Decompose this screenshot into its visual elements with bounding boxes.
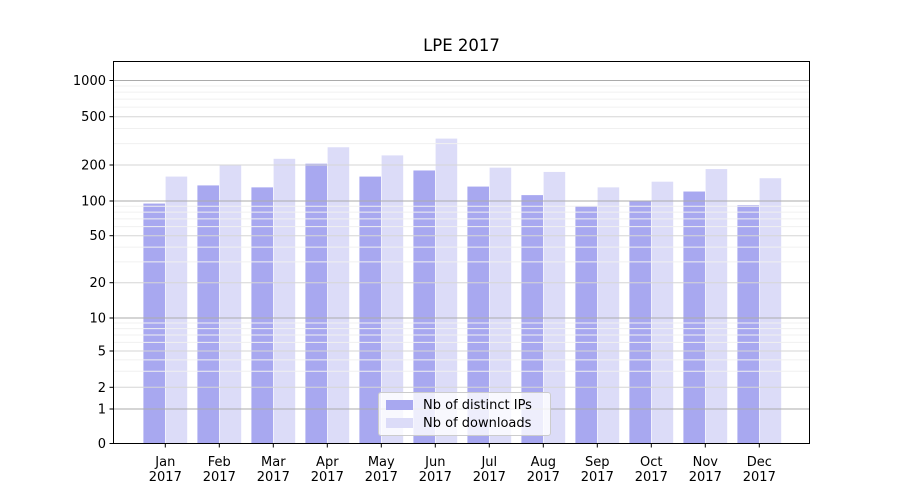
y-tick-label: 0 — [98, 437, 106, 452]
x-tick-label: Jun — [424, 455, 445, 470]
x-tick-year-label: 2017 — [311, 470, 344, 485]
x-tick-label: Sep — [585, 455, 610, 470]
x-tick-year-label: 2017 — [149, 470, 182, 485]
x-tick-year-label: 2017 — [365, 470, 398, 485]
y-tick-label: 1 — [98, 403, 106, 418]
legend-label-distinct-ips: Nb of distinct IPs — [423, 397, 532, 413]
y-tick-label: 5 — [98, 345, 106, 360]
x-tick-label: Dec — [747, 455, 772, 470]
y-tick-label: 50 — [89, 229, 106, 244]
bar-downloads-jan — [165, 176, 188, 444]
x-tick-year-label: 2017 — [635, 470, 668, 485]
bar-downloads-sep — [597, 187, 620, 444]
x-tick-year-label: 2017 — [473, 470, 506, 485]
y-tick-label: 10 — [89, 312, 106, 327]
y-tick-label: 500 — [81, 110, 106, 125]
bar-downloads-mar — [273, 158, 296, 444]
x-tick-label: Apr — [316, 455, 339, 470]
bar-distinct-ips-aug — [521, 195, 543, 444]
bar-distinct-ips-sep — [575, 206, 597, 444]
bar-downloads-oct — [651, 181, 674, 444]
x-tick-year-label: 2017 — [581, 470, 614, 485]
bar-distinct-ips-jun — [413, 170, 435, 444]
bar-downloads-aug — [543, 171, 566, 444]
bar-distinct-ips-mar — [251, 187, 273, 444]
y-tick-label: 100 — [81, 195, 106, 210]
y-tick-label: 2 — [98, 381, 106, 396]
x-tick-year-label: 2017 — [419, 470, 452, 485]
x-tick-label: May — [368, 455, 395, 470]
legend: Nb of distinct IPs Nb of downloads — [378, 392, 551, 436]
bar-downloads-apr — [327, 147, 350, 444]
y-tick-label: 200 — [81, 159, 106, 174]
legend-item-distinct-ips: Nb of distinct IPs — [386, 398, 543, 413]
bar-distinct-ips-jul — [467, 186, 489, 444]
legend-label-downloads: Nb of downloads — [423, 415, 532, 431]
y-tick-label: 1000 — [73, 74, 106, 89]
bar-distinct-ips-may — [359, 176, 381, 444]
y-tick-label: 20 — [89, 276, 106, 291]
x-tick-label: Oct — [640, 455, 662, 470]
x-tick-label: Feb — [208, 455, 231, 470]
x-tick-label: Jan — [154, 455, 175, 470]
x-tick-label: Nov — [693, 455, 719, 470]
x-tick-year-label: 2017 — [743, 470, 776, 485]
x-tick-year-label: 2017 — [527, 470, 560, 485]
x-tick-year-label: 2017 — [203, 470, 236, 485]
bar-downloads-feb — [219, 165, 242, 444]
bar-downloads-jun — [435, 138, 458, 444]
bar-distinct-ips-apr — [305, 163, 327, 444]
plot-border — [113, 61, 810, 444]
x-tick-year-label: 2017 — [689, 470, 722, 485]
bar-distinct-ips-feb — [197, 185, 219, 444]
legend-item-downloads: Nb of downloads — [386, 416, 543, 431]
bar-downloads-dec — [759, 178, 782, 444]
bar-distinct-ips-jan — [143, 203, 165, 444]
chart-title: LPE 2017 — [423, 36, 500, 55]
x-tick-label: Aug — [531, 455, 556, 470]
bar-downloads-nov — [705, 169, 728, 444]
x-tick-label: Jul — [480, 455, 497, 470]
x-tick-year-label: 2017 — [257, 470, 290, 485]
bar-downloads-jul — [489, 167, 512, 444]
bar-distinct-ips-oct — [629, 201, 651, 444]
bar-distinct-ips-dec — [737, 205, 759, 444]
legend-swatch-downloads — [386, 418, 413, 428]
legend-swatch-distinct-ips — [386, 400, 413, 410]
x-tick-label: Mar — [261, 455, 286, 470]
